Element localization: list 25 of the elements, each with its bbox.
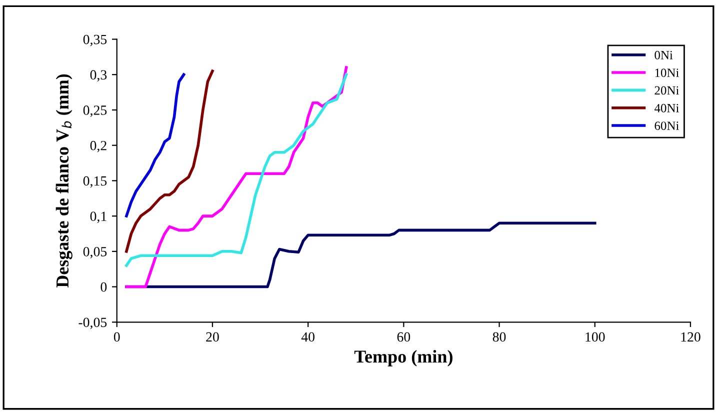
legend-label: 10Ni	[655, 68, 679, 78]
x-tick-label: 100	[586, 332, 605, 342]
y-tick-label: 0,05	[83, 246, 107, 258]
x-tick-label: 120	[681, 332, 700, 342]
legend-label: 40Ni	[654, 104, 679, 112]
x-axis-title: Tempo (min)	[354, 350, 452, 366]
x-tick-label: 60	[397, 332, 410, 342]
y-tick-label: 0,3	[90, 70, 107, 82]
line-series	[125, 70, 214, 253]
y-axis-title: Desgaste de flanco V$_{b}$ (mm)	[56, 74, 72, 288]
y-tick-label: 0,25	[83, 106, 107, 117]
x-tick-label: 0	[114, 332, 120, 342]
y-tick-label: 0	[100, 282, 107, 292]
y-tick-label: 0,2	[90, 140, 106, 152]
legend-label: 60Ni	[654, 122, 679, 130]
y-tick-label: 0,15	[83, 176, 107, 188]
x-tick-label: 40	[301, 332, 314, 342]
y-tick-label: -0,05	[78, 318, 107, 330]
y-tick-label: 0,35	[83, 34, 107, 46]
x-tick-label: 80	[492, 332, 506, 342]
y-tick-label: 0,1	[90, 212, 106, 224]
legend-label: 20Ni	[654, 86, 679, 95]
x-tick-label: 20	[206, 332, 219, 342]
line-series	[125, 73, 186, 218]
legend-label: 0Ni	[654, 50, 673, 60]
